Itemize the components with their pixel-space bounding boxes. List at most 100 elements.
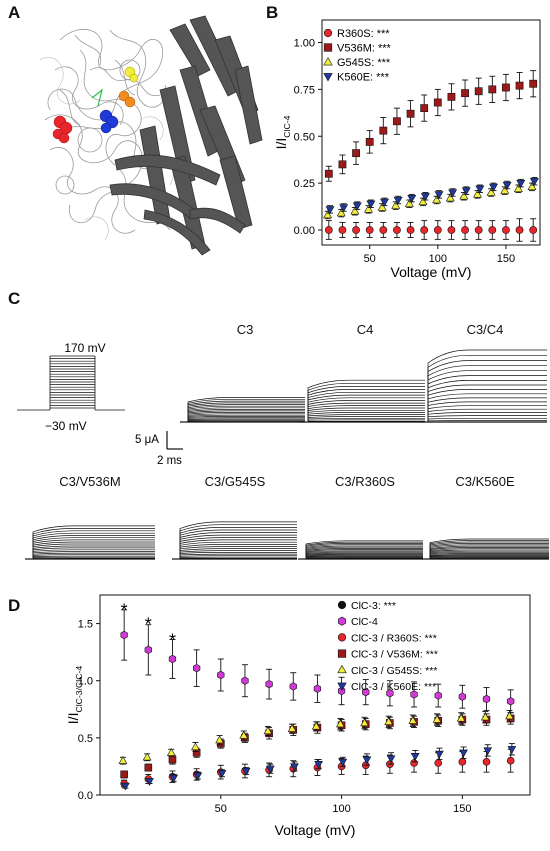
panel-label-a: A [8,3,21,22]
current-sweep [32,525,155,559]
legend-label: ClC-4 [351,616,378,628]
trace-c3-g545s [172,521,297,560]
current-sweep [179,521,297,559]
trace-c3 [180,397,305,423]
series-4 [118,709,514,765]
data-point [352,149,360,158]
data-point [313,684,322,693]
data-point [420,193,430,202]
y-axis-label: I/IClC-4 [273,115,292,149]
y-tick-label: 0.75 [294,84,315,96]
y-tick-label: 1.00 [294,38,315,50]
trace-c3-v536m [25,525,155,560]
data-point [410,690,418,699]
legend-marker [337,649,347,658]
data-point [418,197,428,206]
data-point [461,226,469,234]
data-point [458,758,467,766]
data-point [386,755,396,764]
data-point [338,758,348,767]
data-point [420,226,429,234]
data-point [432,714,442,723]
data-point [489,183,498,192]
yellow-residue [124,66,139,83]
data-point [324,169,333,178]
green-residue [91,88,104,107]
plot-frame [99,594,531,796]
data-point [406,109,415,118]
legend-label: ClC-3 / V536M: *** [351,649,438,661]
data-point [144,645,152,655]
legend-label: ClC-3 / G545S: *** [351,665,437,677]
data-point [393,226,401,234]
data-point [241,767,251,776]
data-point [391,200,401,209]
y-tick-label: 0.5 [78,733,93,745]
data-point [193,663,201,673]
data-point [366,200,376,209]
data-point [339,204,349,213]
data-point [379,126,388,135]
data-point [486,187,496,196]
data-point [502,83,510,92]
data-point [169,774,179,783]
data-point [377,202,387,211]
legend-label: ClC-3 / R360S: *** [351,632,437,644]
data-point [192,748,201,757]
trace-label-c3-v536m: C3/V536M [59,474,121,489]
data-point [289,682,297,691]
data-point [166,748,176,756]
data-point [515,226,524,234]
legend-label: R360S: *** [337,28,390,40]
data-point [393,196,403,205]
data-point [502,226,510,234]
data-point [215,735,224,744]
data-point [241,676,249,685]
legend-label: ClC-3 / K560E: *** [351,681,436,693]
data-point [474,226,483,234]
data-point [433,226,442,234]
data-point [120,770,128,779]
data-point [529,79,538,88]
protocol-bottom-label: −30 mV [45,419,87,433]
data-point [352,226,360,234]
data-point [448,189,458,198]
data-point [408,716,418,724]
data-point [458,692,466,701]
data-point [482,694,491,704]
plot-frame [321,19,541,246]
trace-label-c3: C3 [236,322,254,337]
data-point [362,687,370,697]
data-point [323,210,333,219]
legend-marker [323,57,333,66]
data-point [350,206,360,215]
legend-marker [337,633,347,642]
series-5 [120,743,517,791]
y-tick-label: 1.0 [78,676,93,688]
data-point [483,747,493,756]
data-point [407,194,417,203]
trace-c3-k560e [422,538,549,560]
scale-current: 5 μA [135,434,159,446]
data-point [459,191,469,200]
significance-mark: * [145,614,152,634]
data-point [145,778,154,786]
data-point [445,193,455,202]
current-sweep [427,401,547,422]
current-sweep [187,397,305,422]
x-tick-label: 50 [364,253,376,265]
data-point [420,104,429,113]
data-point [314,761,323,769]
legend-marker [337,600,347,610]
orange-residue [118,90,136,108]
x-tick-label: 100 [332,803,350,815]
current-sweep [427,349,547,422]
current-sweep [32,551,155,559]
data-point [239,730,249,739]
data-point [263,726,273,735]
data-point [384,717,394,725]
x-tick-label: 50 [215,803,227,815]
legend-label: ClC-3: *** [351,600,396,612]
legend-marker [323,73,333,82]
data-point [217,670,225,680]
